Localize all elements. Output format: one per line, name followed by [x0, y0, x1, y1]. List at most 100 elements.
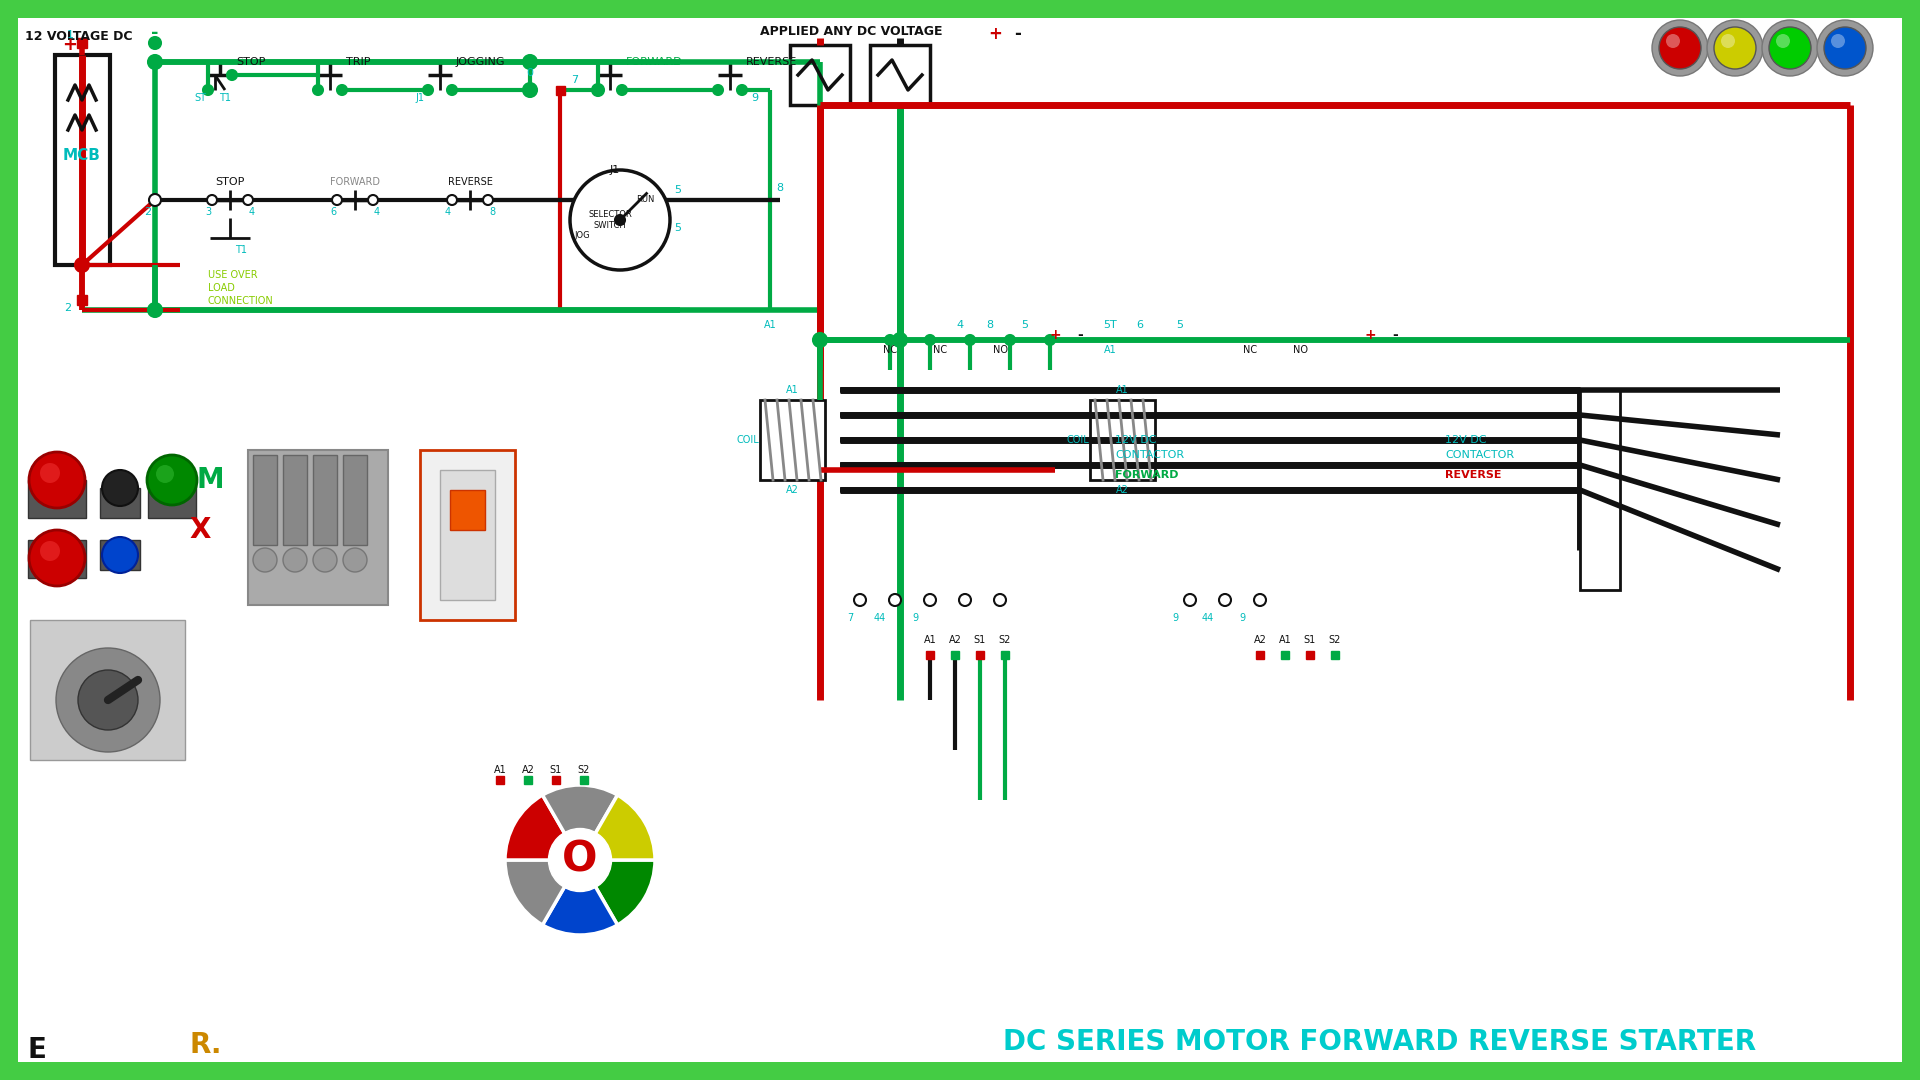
Bar: [420, 450, 515, 620]
Text: A1: A1: [1104, 345, 1116, 355]
Text: 5: 5: [674, 185, 682, 195]
Bar: [950, 651, 958, 659]
Text: +: +: [63, 36, 77, 54]
Circle shape: [1768, 27, 1811, 69]
Bar: [1000, 651, 1010, 659]
Circle shape: [56, 648, 159, 752]
Bar: [248, 450, 388, 605]
Bar: [1331, 651, 1338, 659]
Circle shape: [204, 85, 213, 95]
Circle shape: [924, 594, 937, 606]
Text: A2: A2: [522, 765, 534, 775]
Circle shape: [549, 828, 611, 891]
Bar: [553, 777, 561, 784]
Text: A1: A1: [785, 384, 799, 395]
Circle shape: [75, 258, 88, 272]
Text: O: O: [563, 839, 597, 881]
Circle shape: [1185, 594, 1196, 606]
Text: A1: A1: [1116, 384, 1129, 395]
Circle shape: [522, 55, 538, 69]
Text: 5: 5: [674, 222, 682, 233]
Text: REVERSE: REVERSE: [1446, 470, 1501, 480]
Text: 4: 4: [445, 207, 451, 217]
Text: A1: A1: [493, 765, 507, 775]
Circle shape: [1776, 33, 1789, 48]
Wedge shape: [543, 785, 618, 860]
Bar: [524, 777, 532, 784]
Circle shape: [1832, 33, 1845, 48]
Circle shape: [332, 195, 342, 205]
Text: S2: S2: [578, 765, 589, 775]
Bar: [1306, 651, 1313, 659]
Text: LOAD: LOAD: [207, 283, 234, 293]
Text: 5T: 5T: [1104, 320, 1117, 330]
Bar: [77, 295, 86, 305]
Circle shape: [616, 85, 628, 95]
Text: 7: 7: [847, 613, 852, 623]
Circle shape: [1715, 27, 1757, 69]
Circle shape: [29, 453, 84, 508]
Text: E: E: [29, 1036, 46, 1064]
Text: 5: 5: [1021, 320, 1029, 330]
Circle shape: [150, 194, 161, 206]
Text: COIL: COIL: [737, 435, 760, 445]
Text: NC: NC: [933, 345, 947, 355]
Bar: [344, 455, 367, 545]
Bar: [29, 540, 86, 578]
Text: STOP: STOP: [215, 177, 244, 187]
Text: T1: T1: [219, 93, 230, 103]
Bar: [1580, 390, 1620, 590]
Circle shape: [447, 85, 457, 95]
Bar: [148, 480, 196, 518]
Text: A1: A1: [764, 320, 776, 330]
Text: T1: T1: [234, 245, 248, 255]
Text: NO: NO: [993, 345, 1008, 355]
Text: 12 VOLTAGE DC: 12 VOLTAGE DC: [25, 30, 132, 43]
Text: 6: 6: [330, 207, 336, 217]
Text: 6: 6: [1137, 320, 1144, 330]
Text: RUN: RUN: [636, 195, 655, 204]
Text: 8: 8: [776, 183, 783, 193]
Bar: [313, 455, 338, 545]
Circle shape: [1667, 33, 1680, 48]
Text: 9: 9: [912, 613, 918, 623]
Circle shape: [156, 465, 175, 483]
Text: 12V DC: 12V DC: [1116, 435, 1156, 445]
Bar: [253, 455, 276, 545]
Text: APPLIED ANY DC VOLTAGE: APPLIED ANY DC VOLTAGE: [760, 25, 943, 38]
Bar: [100, 488, 140, 518]
Circle shape: [889, 594, 900, 606]
Circle shape: [1004, 335, 1016, 345]
Text: 8: 8: [490, 207, 495, 217]
Text: S1: S1: [549, 765, 563, 775]
Bar: [495, 777, 503, 784]
Circle shape: [102, 537, 138, 573]
Circle shape: [812, 333, 828, 347]
Circle shape: [244, 195, 253, 205]
Text: 9: 9: [1171, 613, 1179, 623]
Circle shape: [40, 541, 60, 561]
Circle shape: [369, 195, 378, 205]
Text: A2: A2: [1116, 485, 1129, 495]
Bar: [580, 777, 588, 784]
Text: X: X: [190, 516, 211, 544]
Circle shape: [282, 548, 307, 572]
Text: R.: R.: [190, 1031, 223, 1059]
Text: ST: ST: [194, 93, 205, 103]
Text: +: +: [989, 25, 1002, 43]
Circle shape: [893, 333, 906, 347]
Text: -: -: [1392, 328, 1398, 342]
Circle shape: [1763, 21, 1818, 76]
Circle shape: [253, 548, 276, 572]
Text: 0: 0: [526, 68, 534, 78]
Bar: [100, 540, 140, 570]
Circle shape: [1824, 27, 1866, 69]
Circle shape: [148, 55, 161, 69]
Text: 5: 5: [1177, 320, 1183, 330]
Bar: [925, 651, 933, 659]
Circle shape: [570, 170, 670, 270]
Circle shape: [737, 85, 747, 95]
Text: A1: A1: [1279, 635, 1292, 645]
Wedge shape: [580, 860, 655, 924]
Wedge shape: [543, 860, 618, 935]
